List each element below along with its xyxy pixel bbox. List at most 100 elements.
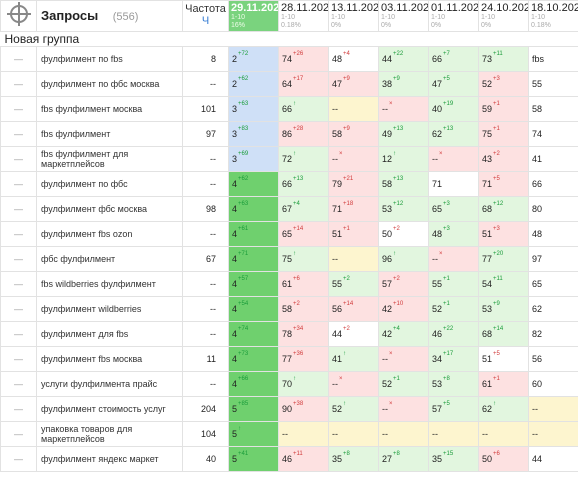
- position-cell[interactable]: 62↑: [478, 396, 529, 422]
- position-cell[interactable]: 5↑: [228, 421, 279, 447]
- table-row[interactable]: — fbs фулфилмент 97 3+83 86+28 58+9 49+13 62+13…: [0, 121, 578, 147]
- position-cell[interactable]: --×: [428, 146, 479, 172]
- table-row[interactable]: — упаковка товаров для маркетплейсов 104 5↑…: [0, 421, 578, 447]
- position-cell[interactable]: 52+1: [378, 371, 429, 397]
- table-row[interactable]: — фбс фулфилмент 67 4+71 75↑ -- 96↑ --× 77+20 97: [0, 246, 578, 272]
- position-cell[interactable]: 51+5: [478, 346, 529, 372]
- row-menu-icon[interactable]: —: [0, 346, 37, 372]
- position-cell[interactable]: 47+5: [428, 71, 479, 97]
- position-cell[interactable]: 2+72: [228, 46, 279, 72]
- table-row[interactable]: — фулфилмент по фбс москва -- 2+62 64+17 47+9…: [0, 71, 578, 97]
- query-text[interactable]: фулфилмент fbs ozon: [36, 221, 183, 247]
- row-menu-icon[interactable]: —: [0, 221, 37, 247]
- position-cell[interactable]: 74+26: [278, 46, 329, 72]
- position-cell[interactable]: 90+38: [278, 396, 329, 422]
- query-text[interactable]: упаковка товаров для маркетплейсов: [36, 421, 183, 447]
- position-cell[interactable]: 60: [528, 371, 578, 397]
- position-cell[interactable]: 42+10: [378, 296, 429, 322]
- row-menu-icon[interactable]: —: [0, 171, 37, 197]
- group-row[interactable]: Новая группа: [0, 31, 578, 47]
- position-cell[interactable]: 53+12: [378, 196, 429, 222]
- position-cell[interactable]: --×: [328, 146, 379, 172]
- table-row[interactable]: — фулфилмент fbs москва 11 4+73 77+36 41↑ --× 3…: [0, 346, 578, 372]
- table-row[interactable]: — фулфилмент по фбс -- 4+62 66+13 79+21 58+13 7…: [0, 171, 578, 197]
- position-cell[interactable]: --: [378, 421, 429, 447]
- position-cell[interactable]: --: [478, 421, 529, 447]
- position-cell[interactable]: 4+66: [228, 371, 279, 397]
- position-cell[interactable]: 56: [528, 346, 578, 372]
- date-column-header[interactable]: 01.11.20231-100%: [428, 0, 479, 32]
- position-cell[interactable]: 43+2: [478, 146, 529, 172]
- position-cell[interactable]: 77+36: [278, 346, 329, 372]
- position-cell[interactable]: --×: [378, 96, 429, 122]
- position-cell[interactable]: 4+74: [228, 321, 279, 347]
- row-menu-icon[interactable]: —: [0, 296, 37, 322]
- position-cell[interactable]: 34+17: [428, 346, 479, 372]
- position-cell[interactable]: 75+1: [478, 121, 529, 147]
- position-cell[interactable]: 66+7: [428, 46, 479, 72]
- row-menu-icon[interactable]: —: [0, 371, 37, 397]
- position-cell[interactable]: 3+83: [228, 121, 279, 147]
- position-cell[interactable]: 35+8: [328, 446, 379, 472]
- query-text[interactable]: услуги фулфилмента прайс: [36, 371, 183, 397]
- query-text[interactable]: фбс фулфилмент: [36, 246, 183, 272]
- position-cell[interactable]: 59+1: [478, 96, 529, 122]
- position-cell[interactable]: 66: [528, 171, 578, 197]
- position-cell[interactable]: 70↑: [278, 371, 329, 397]
- position-cell[interactable]: 71: [428, 171, 479, 197]
- position-cell[interactable]: 62: [528, 296, 578, 322]
- table-row[interactable]: — fbs фулфилмент для маркетплейсов -- 3+69 7…: [0, 146, 578, 172]
- position-cell[interactable]: 42+4: [378, 321, 429, 347]
- position-cell[interactable]: 74: [528, 121, 578, 147]
- date-column-header[interactable]: 13.11.20231-100%: [328, 0, 379, 32]
- position-cell[interactable]: 55: [528, 71, 578, 97]
- position-cell[interactable]: 4+63: [228, 196, 279, 222]
- position-cell[interactable]: 67+4: [278, 196, 329, 222]
- table-row[interactable]: — фулфилмент fbs ozon -- 4+61 65+14 51+1 50+2 4…: [0, 221, 578, 247]
- position-cell[interactable]: 58+9: [328, 121, 379, 147]
- position-cell[interactable]: 4+54: [228, 296, 279, 322]
- position-cell[interactable]: 51+1: [328, 221, 379, 247]
- position-cell[interactable]: 55+1: [428, 271, 479, 297]
- position-cell[interactable]: 3+63: [228, 96, 279, 122]
- position-cell[interactable]: 53+9: [478, 296, 529, 322]
- row-menu-icon[interactable]: —: [0, 196, 37, 222]
- position-cell[interactable]: 65+3: [428, 196, 479, 222]
- position-cell[interactable]: 5+85: [228, 396, 279, 422]
- date-column-header[interactable]: 28.11.20231-100.18%: [278, 0, 329, 32]
- position-cell[interactable]: 46+11: [278, 446, 329, 472]
- position-cell[interactable]: 48+4: [328, 46, 379, 72]
- position-cell[interactable]: 54+11: [478, 271, 529, 297]
- position-cell[interactable]: 4+62: [228, 171, 279, 197]
- position-cell[interactable]: 75↑: [278, 246, 329, 272]
- table-row[interactable]: — фулфилмент по fbs 8 2+72 74+26 48+4 44+22 66+…: [0, 46, 578, 72]
- position-cell[interactable]: 80: [528, 196, 578, 222]
- position-cell[interactable]: 73+11: [478, 46, 529, 72]
- position-cell[interactable]: 57+2: [378, 271, 429, 297]
- position-cell[interactable]: 77+20: [478, 246, 529, 272]
- row-menu-icon[interactable]: —: [0, 396, 37, 422]
- position-cell[interactable]: 47+9: [328, 71, 379, 97]
- query-text[interactable]: фулфилмент по fbs: [36, 46, 183, 72]
- row-menu-icon[interactable]: —: [0, 421, 37, 447]
- position-cell[interactable]: 96↑: [378, 246, 429, 272]
- frequency-header[interactable]: Частота Ч: [182, 0, 229, 32]
- row-menu-icon[interactable]: —: [0, 146, 37, 172]
- position-cell[interactable]: fbs: [528, 46, 578, 72]
- position-cell[interactable]: 65+14: [278, 221, 329, 247]
- position-cell[interactable]: 55+2: [328, 271, 379, 297]
- row-menu-icon[interactable]: —: [0, 96, 37, 122]
- position-cell[interactable]: 2+62: [228, 71, 279, 97]
- position-cell[interactable]: 65: [528, 271, 578, 297]
- position-cell[interactable]: 49+13: [378, 121, 429, 147]
- table-row[interactable]: — fbs wildberries фулфилмент -- 4+57 61+6 55+…: [0, 271, 578, 297]
- position-cell[interactable]: 40+19: [428, 96, 479, 122]
- table-row[interactable]: — фулфилмент wildberries -- 4+54 58+2 56+14 42…: [0, 296, 578, 322]
- position-cell[interactable]: 71+5: [478, 171, 529, 197]
- position-cell[interactable]: 53+8: [428, 371, 479, 397]
- queries-header[interactable]: Запросы (556): [36, 0, 183, 32]
- table-row[interactable]: — фулфилмент для fbs -- 4+74 78+34 44+2 42+4 46…: [0, 321, 578, 347]
- query-text[interactable]: фулфилмент по фбс москва: [36, 71, 183, 97]
- position-cell[interactable]: --: [428, 421, 479, 447]
- position-cell[interactable]: 61+1: [478, 371, 529, 397]
